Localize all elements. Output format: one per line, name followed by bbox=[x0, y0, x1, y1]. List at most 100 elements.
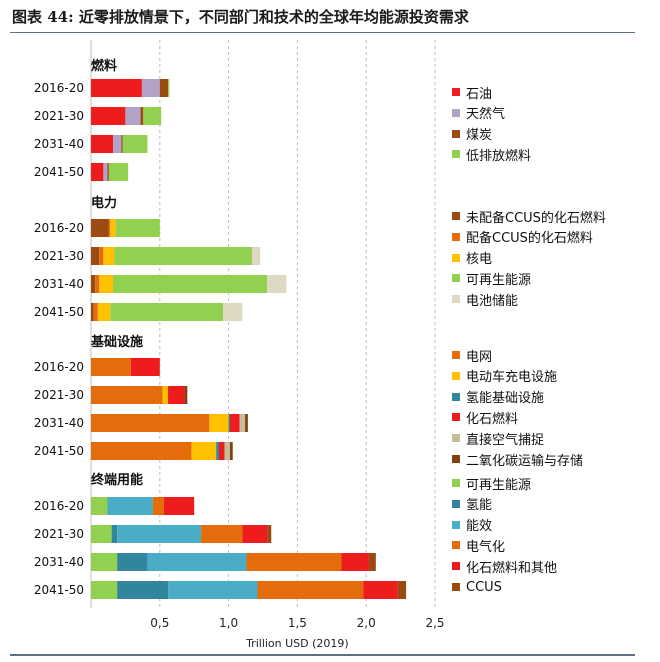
bar-segment bbox=[99, 247, 104, 265]
legend-label: 二氧化碳运输与存储 bbox=[466, 453, 584, 469]
legend-item: 天然气 bbox=[452, 104, 505, 122]
bar-segment bbox=[103, 247, 115, 265]
bar-segment bbox=[130, 358, 160, 376]
legend-label: 电池储能 bbox=[466, 293, 519, 309]
legend-item: 电动车充电设施 bbox=[452, 367, 557, 385]
bar-segment bbox=[111, 525, 118, 543]
x-tick-label: 0,5 bbox=[150, 616, 169, 630]
bar-segment bbox=[251, 247, 261, 265]
bar-segment bbox=[368, 553, 376, 571]
bar-segment bbox=[91, 386, 163, 404]
legend-label: CCUS bbox=[466, 579, 502, 595]
category-label: 2041-50 bbox=[34, 444, 84, 458]
legend-label: 氢能基础设施 bbox=[466, 391, 545, 407]
legend-label: 能效 bbox=[466, 519, 493, 535]
bar-segment bbox=[91, 247, 100, 265]
category-label: 2031-40 bbox=[34, 137, 84, 151]
bar-segment bbox=[168, 581, 258, 599]
figure-title: 图表 44: 近零排放情景下，不同部门和技术的全球年均能源投资需求 bbox=[12, 8, 469, 26]
legend-label: 化石燃料和其他 bbox=[466, 560, 558, 576]
bar-segment bbox=[103, 163, 108, 181]
bar-segment bbox=[91, 135, 114, 153]
bar-segment bbox=[152, 497, 164, 515]
panel-title: 燃料 bbox=[91, 58, 117, 74]
bar-segment bbox=[229, 414, 240, 432]
bar-segment bbox=[168, 386, 185, 404]
bar-segment bbox=[191, 442, 217, 460]
legend-swatch bbox=[452, 434, 460, 443]
bar-segment bbox=[117, 553, 148, 571]
bar-segment bbox=[97, 303, 111, 321]
panel-title: 电力 bbox=[91, 195, 117, 211]
x-tick-label: 2,0 bbox=[357, 616, 376, 630]
category-label: 2021-30 bbox=[34, 388, 84, 402]
bar-segment bbox=[110, 303, 224, 321]
x-tick-label: 2,5 bbox=[425, 616, 444, 630]
bar-segment bbox=[113, 275, 268, 293]
bar-segment bbox=[245, 414, 248, 432]
legend-swatch bbox=[452, 88, 460, 96]
legend-label: 未配备CCUS的化石燃料 bbox=[466, 210, 606, 226]
bar-segment bbox=[117, 525, 202, 543]
bar-segment bbox=[91, 79, 142, 97]
bar-segment bbox=[121, 135, 123, 153]
bar-segment bbox=[257, 581, 364, 599]
bar-segment bbox=[159, 79, 169, 97]
category-label: 2031-40 bbox=[34, 555, 84, 569]
bar-segment bbox=[91, 358, 131, 376]
bar-segment bbox=[108, 163, 129, 181]
bar-segment bbox=[239, 414, 246, 432]
bar-segment bbox=[91, 553, 118, 571]
category-label: 2021-30 bbox=[34, 527, 84, 541]
bar-segment bbox=[113, 135, 122, 153]
bar-segment bbox=[110, 219, 116, 237]
legend-item: 核电 bbox=[452, 249, 492, 267]
legend-label: 可再生能源 bbox=[466, 272, 532, 288]
bar-segment bbox=[91, 303, 94, 321]
bar-segment bbox=[91, 497, 108, 515]
legend-swatch bbox=[452, 371, 460, 380]
bar-segment bbox=[229, 442, 233, 460]
legend-swatch bbox=[452, 520, 460, 529]
legend-item: 石油 bbox=[452, 83, 493, 102]
bar-segment bbox=[223, 303, 243, 321]
bar-segment bbox=[147, 553, 247, 571]
bar-segment bbox=[141, 79, 160, 97]
bar-segment bbox=[184, 386, 188, 404]
legend-label: 天然气 bbox=[466, 107, 506, 123]
x-axis-title: Trillion USD (2019) bbox=[245, 637, 349, 650]
bar-segment bbox=[114, 247, 252, 265]
legend-item: 未配备CCUS的化石燃料 bbox=[452, 207, 606, 226]
legend: 石油天然气煤炭低排放燃料未配备CCUS的化石燃料 配备CCUS的化石燃料核电可再生… bbox=[452, 0, 660, 662]
bar-segment bbox=[397, 581, 407, 599]
bar-segment bbox=[91, 442, 192, 460]
legend-item: 电气化 bbox=[452, 536, 505, 555]
legend-swatch bbox=[452, 212, 460, 220]
x-tick-label: 1,0 bbox=[219, 616, 238, 630]
legend-swatch bbox=[452, 274, 460, 283]
bar-segment bbox=[140, 107, 144, 125]
legend-swatch bbox=[452, 253, 460, 262]
legend-item: 直接空气捕捉 bbox=[452, 429, 544, 448]
bar-segment bbox=[143, 107, 162, 125]
bar-segment bbox=[91, 275, 96, 293]
category-label: 2041-50 bbox=[34, 165, 84, 179]
bar-segment bbox=[115, 219, 160, 237]
legend-item: 电池储能 bbox=[452, 290, 519, 309]
category-label: 2016-20 bbox=[34, 499, 84, 513]
legend-label: 煤炭 bbox=[466, 128, 493, 144]
category-label: 2031-40 bbox=[34, 416, 84, 430]
legend-item: 化石燃料 bbox=[452, 408, 519, 427]
legend-label: 化石燃料 bbox=[466, 411, 519, 427]
bar-segment bbox=[216, 442, 219, 460]
legend-label: 配备CCUS的化石燃料 bbox=[466, 231, 593, 247]
legend-item: 煤炭 bbox=[452, 125, 492, 143]
panel-title: 基础设施 bbox=[90, 334, 143, 350]
bar-segment bbox=[117, 581, 169, 599]
category-label: 2016-20 bbox=[34, 81, 84, 95]
bar-segment bbox=[228, 414, 230, 432]
bar-segment bbox=[91, 525, 112, 543]
legend-label: 低排放燃料 bbox=[466, 148, 532, 164]
legend-label: 石油 bbox=[466, 86, 493, 102]
category-label: 2041-50 bbox=[34, 305, 84, 319]
